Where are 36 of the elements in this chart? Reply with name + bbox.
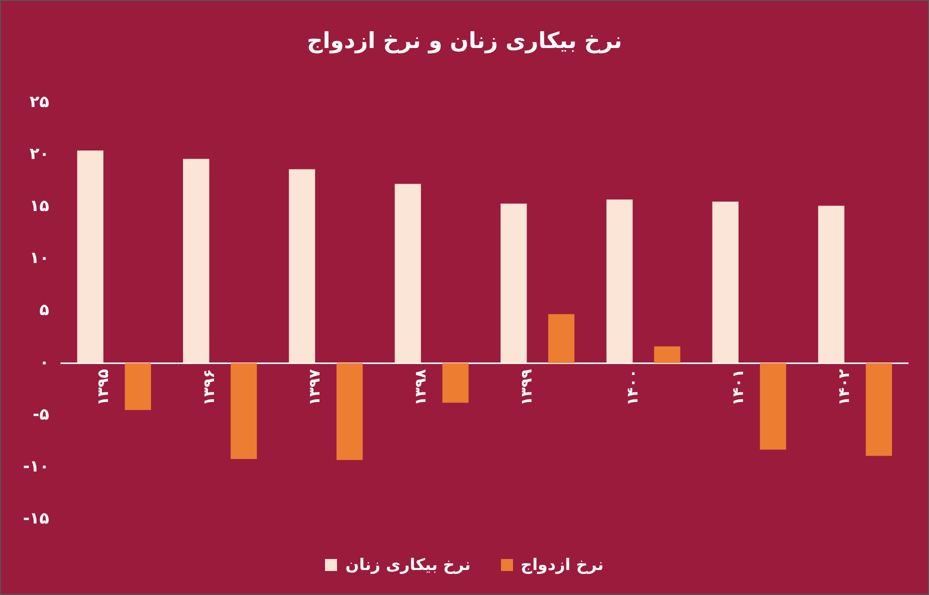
y-tick-label: ۲۵ [30,92,50,111]
legend-label: نرخ بیکاری زنان [345,555,471,574]
x-tick-label: ۱۳۹۷ [306,369,324,406]
x-tick-label: ۱۳۹۵ [94,369,112,406]
bar [500,204,527,364]
bar [442,363,469,403]
y-tick-label: -۱۵ [23,508,50,528]
y-tick-label: -۵ [32,404,50,424]
bar [760,363,786,450]
x-tick-label: ۱۳۹۶ [200,369,218,406]
bar [124,363,152,410]
y-tick-label: -۱۰ [23,456,50,476]
bar [606,200,633,364]
bar [818,206,844,364]
bar [336,363,363,460]
x-tick-label: ۱۴۰۲ [834,369,853,406]
bar [183,158,210,364]
x-tick-label: ۱۳۹۹ [517,369,536,406]
legend-label: نرخ ازدواج [520,555,604,574]
y-tick-label: ۰ [39,352,50,372]
x-tick-label: ۱۴۰۰ [623,369,642,406]
bar [394,184,421,364]
chart-title: نرخ بیکاری زنان و نرخ ازدواج [306,29,624,54]
bar [77,150,104,364]
bar [230,363,257,459]
bar [654,346,680,364]
x-tick-label: ۱۳۹۸ [412,369,430,406]
y-tick-label: ۲۰ [30,144,50,163]
y-tick-label: ۱۰ [30,248,50,268]
bar [288,169,316,364]
y-tick-label: ۵ [39,300,50,320]
bar [866,363,892,456]
bar [548,314,574,364]
bar [712,202,738,364]
y-tick-label: ۱۵ [30,196,50,215]
x-tick-label: ۱۴۰۱ [729,369,748,406]
